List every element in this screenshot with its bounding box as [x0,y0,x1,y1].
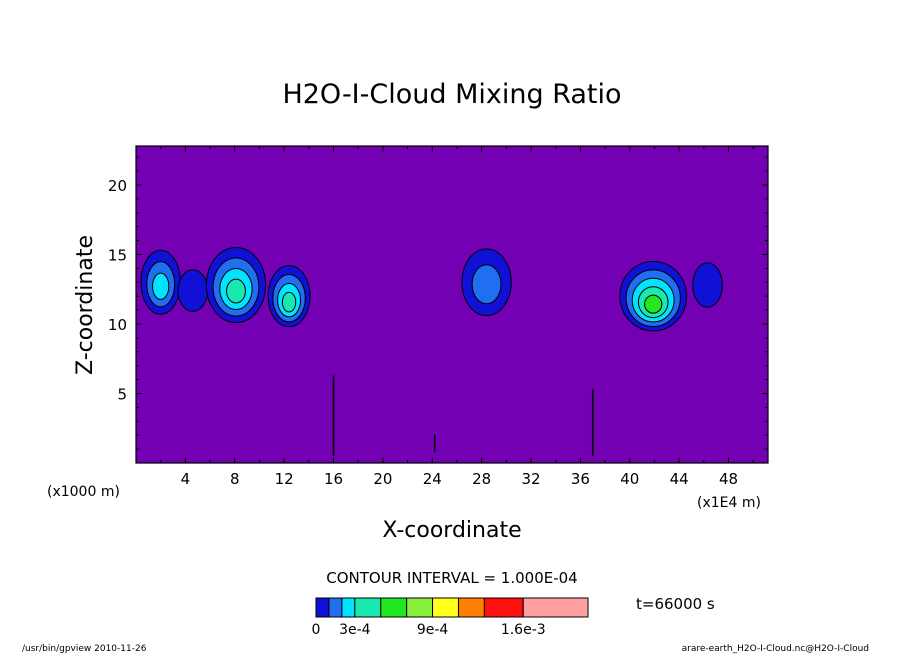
x-tick-label: 36 [571,470,590,488]
contour-interval-text: CONTOUR INTERVAL = 1.000E-04 [326,569,577,587]
contour-level-4 [226,278,246,304]
colorbar-box [432,597,459,618]
x-tick-label: 8 [230,470,240,488]
x-tick-label: 32 [521,470,540,488]
cloud-feature [619,260,688,332]
contour-level-3 [152,272,170,300]
contour-level-1 [692,262,723,308]
x-tick-label: 12 [275,470,294,488]
x-tick-label: 16 [324,470,343,488]
x-tick-label: 28 [472,470,491,488]
colorbar-box [406,597,434,618]
cloud-feature [267,265,311,328]
colorbar-box [341,597,356,618]
colorbar-label: 9e-4 [417,622,449,638]
colorbar-label: 0 [312,622,321,638]
x-tick-label: 44 [670,470,689,488]
cloud-feature [177,269,209,312]
contour-level-2 [471,264,502,305]
plot-frame [135,145,769,464]
contour-level-1 [177,269,209,312]
colorbar-labels: 0 3e-4 9e-4 1.6e-3 [312,622,546,638]
x-tick-label: 48 [719,470,738,488]
y-tick-label: 15 [108,246,127,264]
x-tick-label: 24 [423,470,442,488]
footer-right: arare-earth_H2O-I-Cloud.nc@H2O-I-Cloud [682,644,869,654]
y-tick-label: 20 [108,177,127,195]
x-axis-label: X-coordinate [382,518,521,543]
colorbar-box [483,597,524,618]
contour-level-4 [281,291,297,313]
x-tick-label: 4 [181,470,191,488]
y-tick-label: 10 [108,316,127,334]
y-tick-label: 5 [117,385,127,403]
x-axis-ticks: 4 8 12 16 20 24 28 32 36 40 44 48 [160,146,754,488]
x-unit-right: (x1E4 m) [697,495,761,511]
colorbar-box [457,597,485,618]
colorbar-box [354,597,382,618]
chart-title: H2O-I-Cloud Mixing Ratio [282,79,621,110]
colorbar-box [328,597,343,618]
contour-level-5 [644,294,663,314]
x-unit-left: (x1000 m) [47,484,120,500]
plot-area [135,145,769,464]
y-axis-ticks: 5 10 15 20 [108,156,768,450]
colorbar-label: 1.6e-3 [501,622,546,638]
cloud-feature [205,246,267,324]
cloud-feature [461,248,512,317]
colorbar-label: 3e-4 [339,622,371,638]
colorbar-frame [315,597,589,618]
colorbar-box [522,597,589,618]
cloud-feature [140,249,181,315]
colorbar-box [380,597,408,618]
x-tick-label: 20 [373,470,392,488]
footer-left: /usr/bin/gpview 2010-11-26 [22,644,147,654]
cloud-feature [692,262,723,308]
time-label: t=66000 s [636,595,715,613]
colorbar-box [315,597,330,618]
x-tick-label: 40 [620,470,639,488]
y-axis-label: Z-coordinate [73,235,98,375]
colorbar [315,597,589,618]
